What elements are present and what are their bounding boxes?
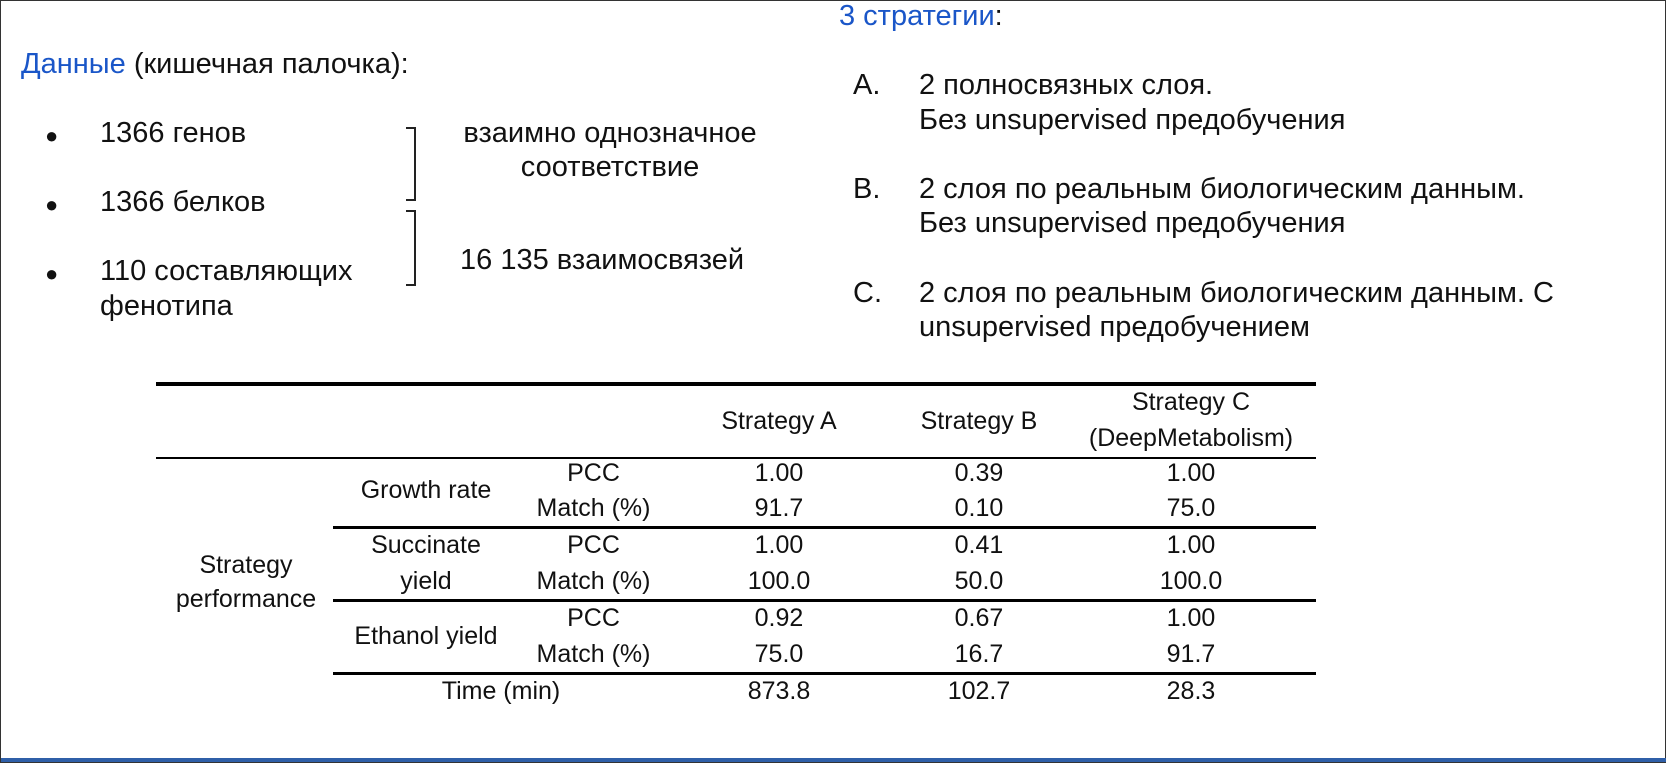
- group-rule-3: [333, 672, 1316, 675]
- value-cell: 100.0: [1159, 567, 1223, 595]
- brace1-text-line2: соответствие: [520, 151, 700, 183]
- group-label-ethanol-yield: Ethanol yield: [354, 622, 498, 650]
- value-cell: 0.39: [954, 459, 1004, 487]
- brace-bracket-1: [406, 127, 416, 201]
- value-cell: 91.7: [754, 494, 804, 522]
- data-heading: Данные (кишечная палочка):: [21, 46, 409, 82]
- table-top-rule: [156, 382, 1316, 386]
- metric-label: PCC: [567, 459, 620, 487]
- value-cell: 28.3: [1166, 677, 1216, 705]
- value-cell: 100.0: [747, 567, 811, 595]
- metric-label: Match (%): [536, 567, 651, 595]
- strategies-heading-link-word: 3 стратегии: [839, 0, 995, 32]
- value-cell: 50.0: [954, 567, 1004, 595]
- value-cell: 0.92: [754, 604, 804, 632]
- header-strategy-b: Strategy B: [920, 407, 1038, 435]
- group-label-succinate-line2: yield: [400, 567, 452, 595]
- time-row-label: Time (min): [441, 677, 561, 705]
- value-cell: 1.00: [754, 459, 804, 487]
- value-cell: 75.0: [1166, 494, 1216, 522]
- value-cell: 91.7: [1166, 640, 1216, 668]
- strategy-a-letter: A.: [853, 69, 881, 101]
- strategies-heading-rest: :: [994, 0, 1003, 32]
- metric-label: Match (%): [536, 640, 651, 668]
- strategy-c-line1: 2 слоя по реальным биологическим данным.…: [919, 277, 1554, 309]
- metric-label: PCC: [567, 531, 620, 559]
- row-group-label-line1: Strategy: [199, 551, 293, 579]
- value-cell: 873.8: [747, 677, 811, 705]
- strategy-c-letter: C.: [853, 277, 882, 309]
- bullet-dot-2: ●: [45, 192, 59, 217]
- metric-label: Match (%): [536, 494, 651, 522]
- value-cell: 75.0: [754, 640, 804, 668]
- metric-label: PCC: [567, 604, 620, 632]
- bullet-genes: 1366 генов: [100, 117, 247, 149]
- bottom-accent-bar: [1, 758, 1666, 762]
- group-rule-1: [333, 526, 1316, 529]
- bullet-phenotype-line2: фенотипа: [100, 290, 233, 322]
- data-heading-rest: (кишечная палочка):: [125, 48, 409, 80]
- strategy-a-line1: 2 полносвязных слоя.: [919, 69, 1214, 101]
- strategies-heading: 3 стратегии:: [839, 0, 1003, 34]
- bullet-dot-1: ●: [45, 123, 59, 148]
- strategy-b-letter: B.: [853, 173, 881, 205]
- value-cell: 1.00: [754, 531, 804, 559]
- strategy-b-line1: 2 слоя по реальным биологическим данным.: [919, 173, 1525, 205]
- value-cell: 0.10: [954, 494, 1004, 522]
- row-group-label-line2: performance: [175, 585, 317, 613]
- bullet-phenotype-line1: 110 составляющих: [100, 255, 353, 287]
- value-cell: 1.00: [1166, 459, 1216, 487]
- value-cell: 1.00: [1166, 604, 1216, 632]
- brace2-text: 16 135 взаимосвязей: [460, 244, 745, 276]
- header-strategy-c-line2: (DeepMetabolism): [1088, 424, 1294, 452]
- brace1-text-line1: взаимно однозначное: [463, 117, 757, 149]
- value-cell: 16.7: [954, 640, 1004, 668]
- table-header-rule: [156, 457, 1316, 459]
- bullet-dot-3: ●: [45, 261, 59, 286]
- header-strategy-a: Strategy A: [721, 407, 837, 435]
- group-rule-2: [333, 599, 1316, 602]
- header-strategy-c-line1: Strategy C: [1131, 388, 1251, 416]
- strategy-b-line2: Без unsupervised предобучения: [919, 207, 1346, 239]
- brace-bracket-2: [406, 210, 416, 286]
- strategy-a-line2: Без unsupervised предобучения: [919, 104, 1346, 136]
- value-cell: 1.00: [1166, 531, 1216, 559]
- strategy-c-line2: unsupervised предобучением: [919, 311, 1310, 343]
- group-label-growth-rate: Growth rate: [360, 476, 492, 504]
- value-cell: 0.41: [954, 531, 1004, 559]
- value-cell: 0.67: [954, 604, 1004, 632]
- bullet-proteins: 1366 белков: [100, 186, 266, 218]
- data-heading-link-word: Данные: [21, 48, 126, 80]
- group-label-succinate-line1: Succinate: [371, 531, 481, 559]
- value-cell: 102.7: [947, 677, 1011, 705]
